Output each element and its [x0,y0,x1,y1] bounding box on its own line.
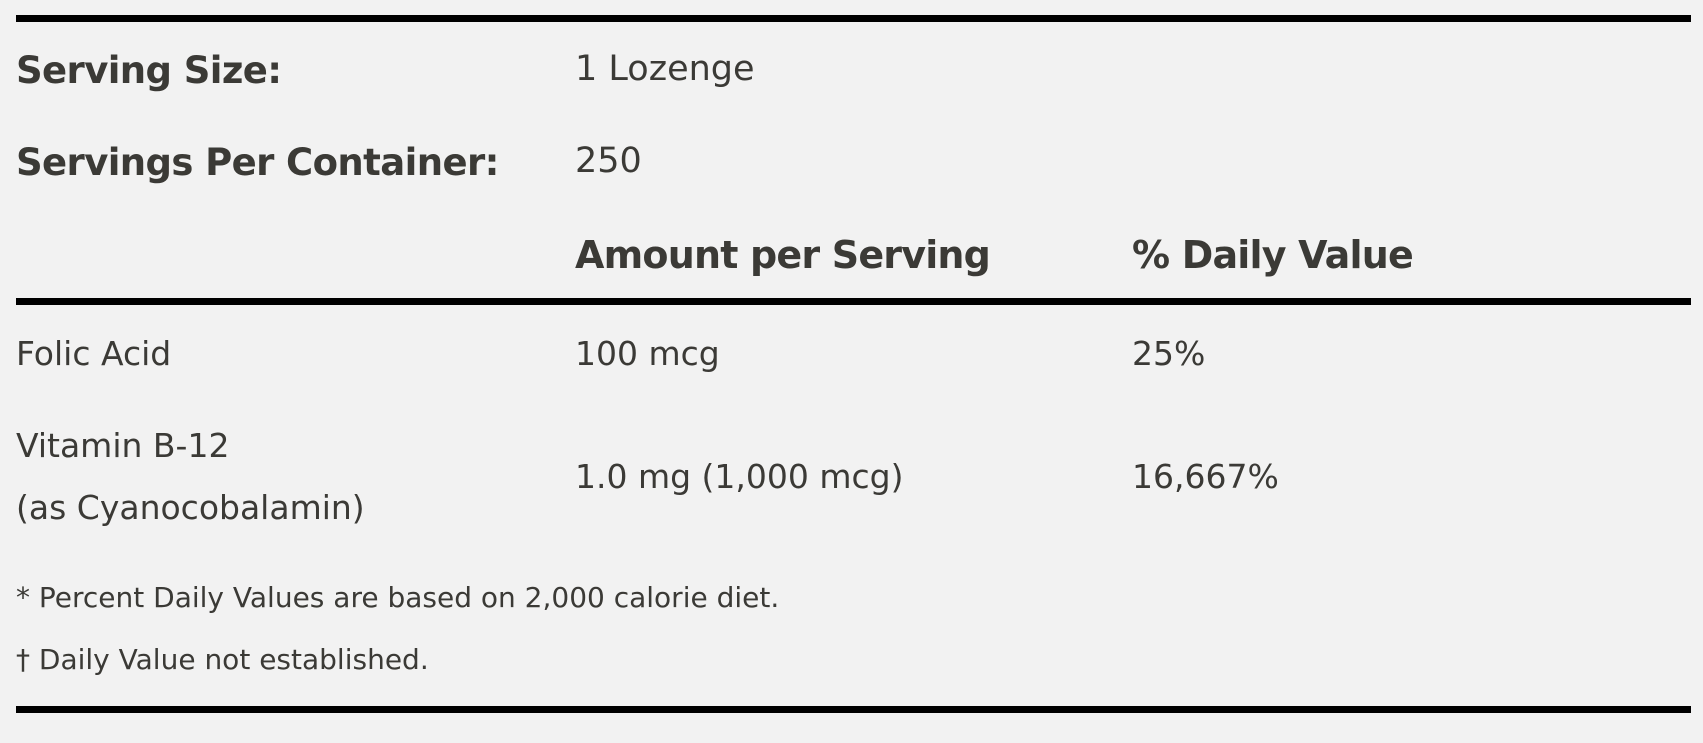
nutrient-daily-value: 25% [1132,334,1206,373]
nutrient-name: Folic Acid [16,334,172,373]
daily-value-header: % Daily Value [1132,233,1414,277]
nutrient-name-subtitle: (as Cyanocobalamin) [16,488,365,527]
servings-per-container-value: 250 [575,141,642,181]
top-divider [16,15,1691,22]
serving-size-label: Serving Size: [16,49,282,92]
nutrient-daily-value: 16,667% [1132,457,1279,496]
bottom-divider [16,706,1691,713]
serving-size-value: 1 Lozenge [575,49,755,89]
footnote-percent-daily-values: * Percent Daily Values are based on 2,00… [16,581,780,614]
amount-per-serving-header: Amount per Serving [575,233,991,277]
servings-per-container-label: Servings Per Container: [16,141,499,184]
header-divider [16,298,1691,305]
nutrient-amount: 1.0 mg (1,000 mcg) [575,457,904,496]
footnote-daily-value-not-established: † Daily Value not established. [16,643,429,676]
nutrient-amount: 100 mcg [575,334,720,373]
nutrient-name: Vitamin B-12 [16,426,230,465]
cropped-heading-fragment: ▀▀▀ [16,0,100,16]
